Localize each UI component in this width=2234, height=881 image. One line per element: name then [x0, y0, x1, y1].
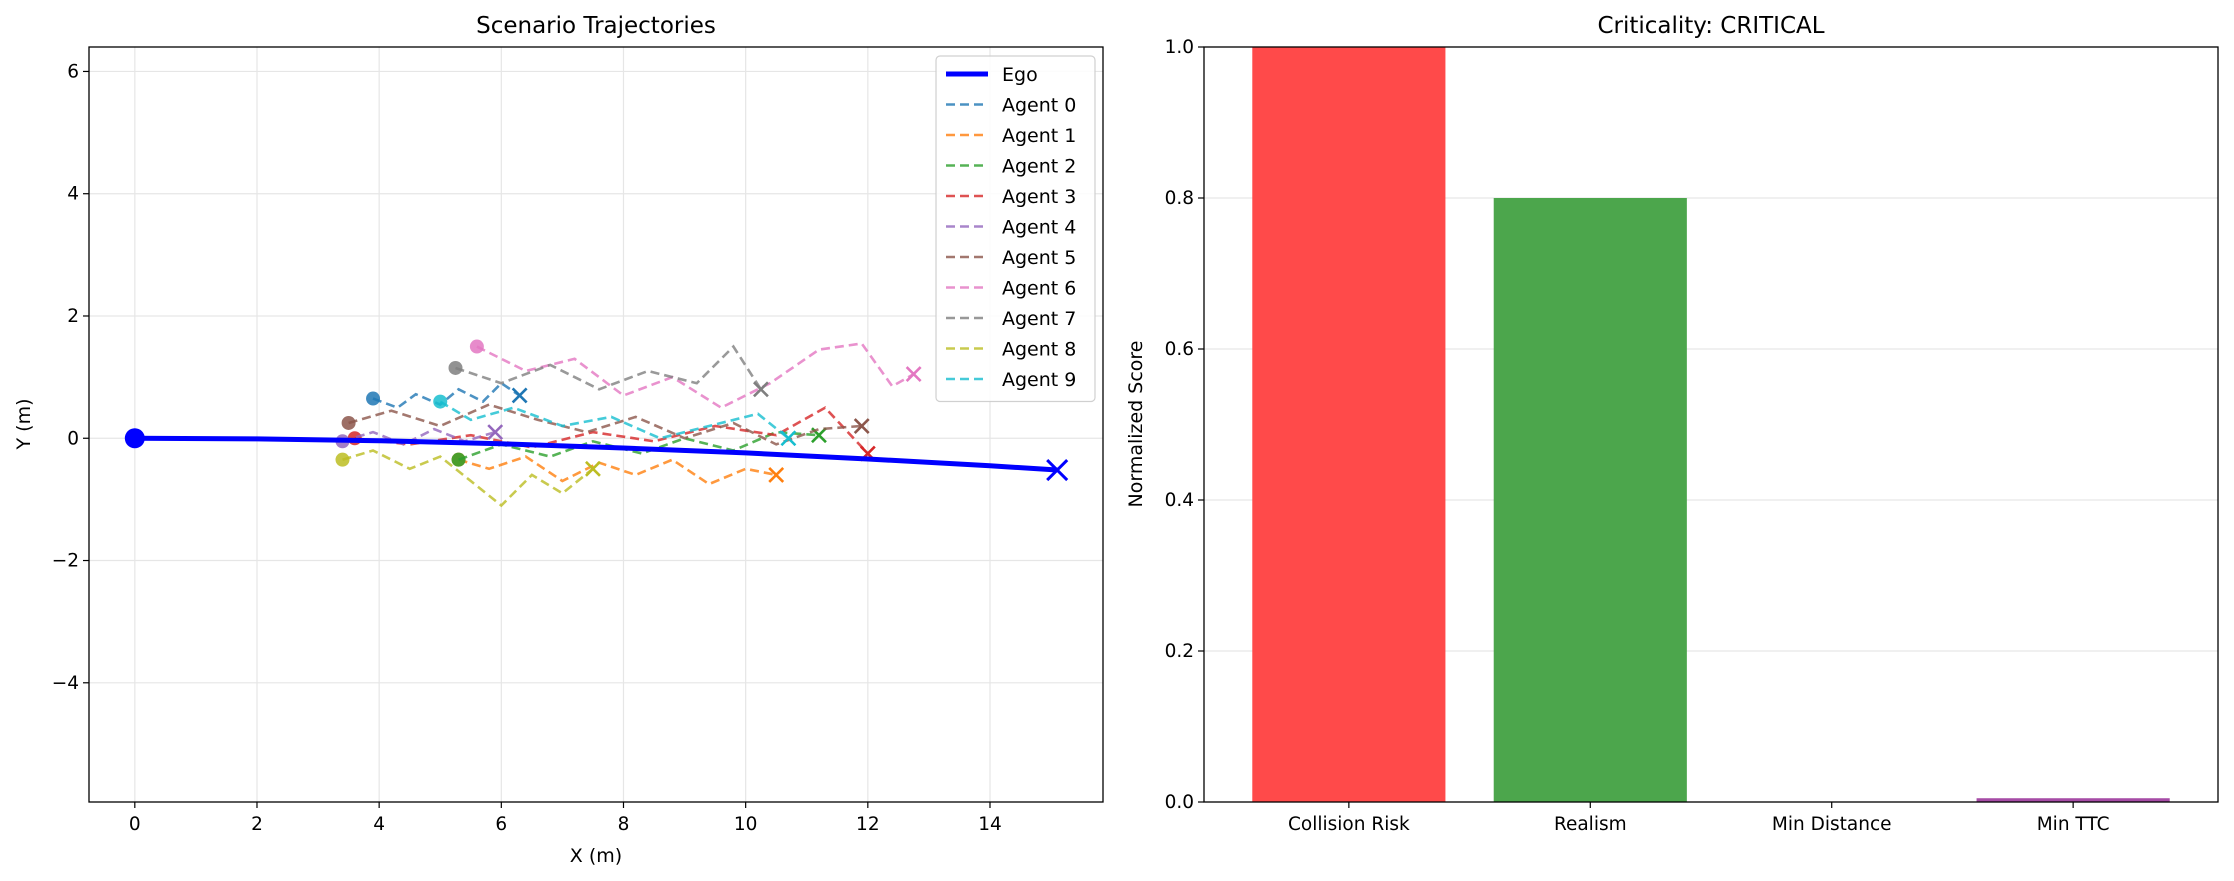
y-tick-label: 2: [67, 306, 79, 327]
agent-0-end-marker: [511, 387, 528, 404]
agent-5-line: [348, 403, 862, 446]
agent-9-line: [439, 400, 790, 440]
trajectory-plot-background: [89, 47, 1103, 802]
legend-entry: Agent 1: [1002, 125, 1076, 147]
agent-5-end-marker: [853, 418, 870, 434]
agent-6-line: [476, 342, 915, 410]
agent-0-line: [372, 381, 521, 410]
agent-8-line: [342, 449, 594, 508]
bar-realism: [1493, 198, 1687, 802]
agent-9-end-marker: [780, 430, 797, 447]
y-tick-label: 0: [67, 428, 79, 449]
criticality-chart: Collision Risk Realism Min Distance Min TTC…: [1125, 13, 2219, 835]
trajectory-legend: Ego Agent 0 Agent 1 Agent 2 Agent 3 Agent 4 Ag…: [935, 55, 1096, 403]
x-tick-label: 10: [734, 814, 758, 835]
agent-1-end-marker: [768, 467, 785, 483]
agent-8-start-marker: [335, 452, 350, 467]
x-tick-label: 12: [856, 814, 880, 835]
criticality-chart-title: Criticality: CRITICAL: [1597, 13, 1824, 39]
x-tick-label: 2: [251, 814, 263, 835]
agent-7-start-marker: [448, 360, 463, 375]
agent-6-start-marker: [469, 339, 484, 354]
criticality-bars: [1252, 47, 2170, 802]
criticality-plot-frame: [1203, 46, 2219, 803]
y-tick-label: −2: [52, 551, 79, 572]
legend-entry: Agent 6: [1002, 278, 1076, 300]
legend-entry: Agent 8: [1002, 339, 1076, 361]
ego-line: [134, 435, 1058, 473]
y-tick-label: 0.6: [1165, 339, 1194, 360]
legend-entry: Agent 2: [1002, 156, 1076, 178]
ego-start-marker: [124, 428, 145, 449]
agent-2-line: [458, 430, 820, 461]
bar-min-ttc: [1976, 798, 2170, 802]
agent-8-end-marker: [585, 460, 601, 477]
legend-entry: Agent 4: [1002, 217, 1076, 239]
y-tick-label: 1.0: [1165, 37, 1194, 58]
trajectory-y-axis-label: Y (m): [13, 399, 35, 451]
x-tick-label: Realism: [1554, 814, 1627, 835]
trajectory-x-ticks: 0 2 4 6 8 10 12 14: [129, 802, 1002, 835]
legend-entry: Agent 3: [1002, 186, 1076, 208]
agent-6-end-marker: [905, 366, 922, 382]
agent-9-start-marker: [433, 394, 448, 409]
trajectory-chart: 0 2 4 6 8 10 12 14 −4 −2 0 2 4 6 Scenario Trajectori…: [13, 13, 1104, 867]
agent-7-end-marker: [753, 381, 769, 398]
x-tick-label: 6: [495, 814, 507, 835]
legend-box: [935, 55, 1096, 403]
legend-entry: Agent 0: [1002, 95, 1076, 117]
y-tick-label: 0.0: [1165, 792, 1194, 813]
x-tick-label: 4: [373, 814, 385, 835]
trajectory-chart-title: Scenario Trajectories: [476, 13, 716, 39]
legend-entry: Ego: [1002, 64, 1038, 86]
agent-2-start-marker: [451, 452, 466, 467]
agent-5-start-marker: [341, 415, 356, 430]
x-tick-label: Collision Risk: [1288, 814, 1410, 835]
x-tick-label: Min Distance: [1772, 814, 1892, 835]
agent-4-end-marker: [487, 424, 504, 441]
ego-end-marker: [1046, 458, 1069, 482]
trajectory-x-axis-label: X (m): [570, 845, 622, 867]
agent-1-line: [458, 455, 777, 486]
criticality-x-ticks: Collision Risk Realism Min Distance Min TTC: [1288, 802, 2110, 835]
y-tick-label: 6: [67, 61, 79, 82]
bar-collision-risk: [1252, 47, 1446, 802]
agent-7-line: [455, 344, 762, 391]
ego-trajectory: [124, 428, 1069, 482]
x-tick-label: Min TTC: [2037, 814, 2110, 835]
agent-0-start-marker: [366, 391, 381, 406]
legend-entry: Agent 5: [1002, 247, 1076, 269]
y-tick-label: 0.4: [1165, 490, 1194, 511]
x-tick-label: 14: [978, 814, 1002, 835]
y-tick-label: 0.8: [1165, 188, 1194, 209]
x-tick-label: 0: [129, 814, 141, 835]
criticality-y-ticks: 0.0 0.2 0.4 0.6 0.8 1.0: [1165, 37, 1204, 813]
y-tick-label: −4: [52, 673, 79, 694]
x-tick-label: 8: [618, 814, 630, 835]
legend-entry: Agent 7: [1002, 308, 1076, 330]
trajectory-plot-frame: [88, 46, 1104, 803]
trajectory-y-ticks: −4 −2 0 2 4 6: [52, 61, 89, 694]
legend-entry: Agent 9: [1002, 369, 1076, 391]
y-tick-label: 0.2: [1165, 641, 1194, 662]
criticality-y-axis-label: Normalized Score: [1125, 340, 1147, 507]
y-tick-label: 4: [67, 184, 79, 205]
